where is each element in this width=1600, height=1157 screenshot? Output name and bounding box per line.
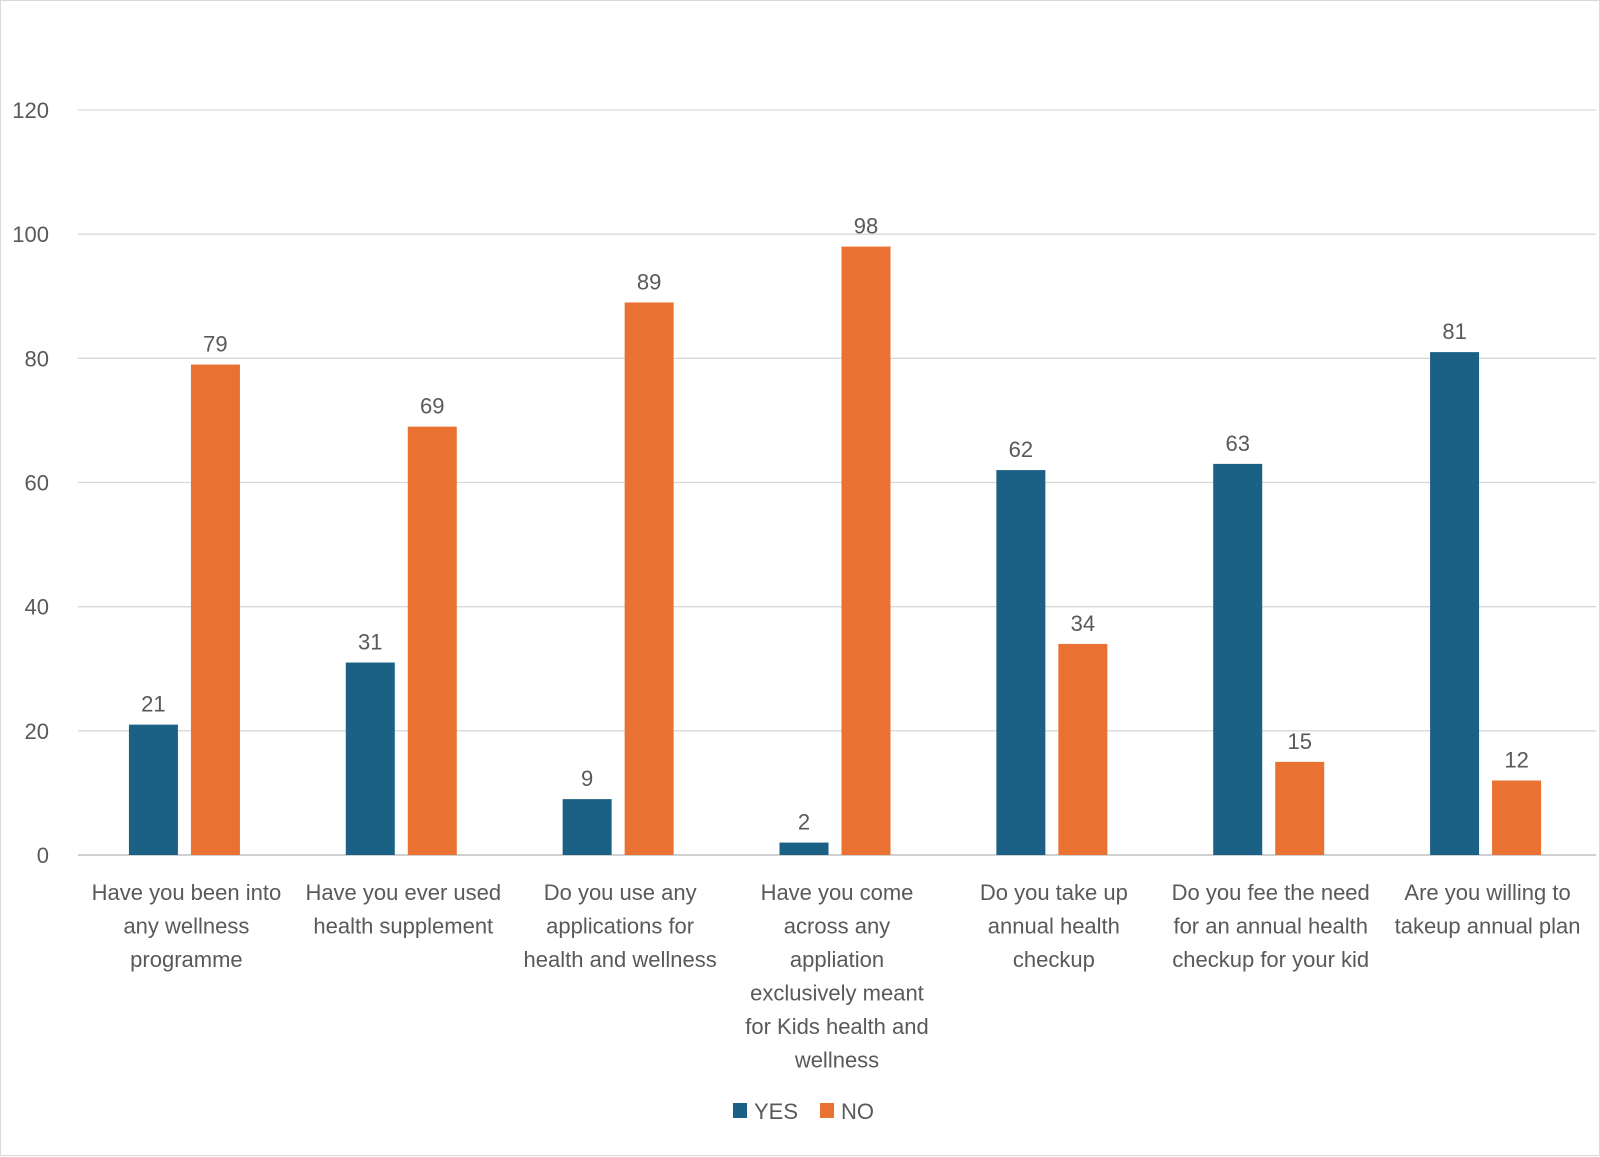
y-tick-label: 20	[25, 719, 49, 744]
bar-yes	[562, 799, 612, 855]
data-label: 81	[1442, 319, 1466, 344]
data-label: 31	[358, 630, 382, 655]
bar-yes	[128, 724, 178, 855]
bar-yes	[345, 662, 395, 855]
data-label: 15	[1287, 729, 1311, 754]
bar-no	[407, 426, 457, 855]
legend-label-no: NO	[841, 1099, 874, 1124]
data-label: 12	[1504, 748, 1528, 773]
bar-yes	[779, 842, 829, 855]
y-tick-label: 120	[12, 98, 49, 123]
data-label: 21	[141, 692, 165, 717]
data-label: 62	[1009, 437, 1033, 462]
bar-yes	[996, 470, 1046, 855]
bar-yes	[1213, 463, 1263, 855]
y-tick-label: 0	[37, 843, 49, 868]
data-label: 79	[203, 332, 227, 357]
data-label: 98	[854, 214, 878, 239]
x-tick-label: Have you come across any appliation exclusi…	[745, 880, 928, 1073]
x-tick-label: Are you willing to takeup annual plan	[1395, 880, 1581, 939]
data-label: 89	[637, 269, 661, 294]
data-label: 2	[798, 810, 810, 835]
bar-no	[841, 246, 891, 856]
x-tick-label: Do you take up annual health checkup	[980, 880, 1128, 972]
bar-no	[1275, 761, 1325, 855]
bar-yes	[1430, 352, 1480, 855]
y-tick-label: 80	[25, 346, 49, 371]
data-label: 34	[1071, 611, 1095, 636]
data-label: 63	[1225, 431, 1249, 456]
y-tick-label: 100	[12, 222, 49, 247]
bar-no	[624, 302, 674, 855]
y-tick-label: 40	[25, 595, 49, 620]
data-label: 69	[420, 394, 444, 419]
data-label: 9	[581, 766, 593, 791]
legend-label-yes: YES	[754, 1099, 798, 1124]
x-tick-label: Have you ever used health supplement	[305, 880, 501, 939]
x-tick-label: Have you been into any wellness programme	[92, 880, 282, 972]
y-tick-label: 60	[25, 471, 49, 496]
legend-swatch-no	[820, 1103, 835, 1118]
bar-no	[1492, 780, 1542, 855]
bar-no	[190, 364, 240, 855]
x-tick-label: Do you fee the need for an annual health c…	[1172, 880, 1370, 972]
x-tick-label: Do you use any applications for health and…	[524, 880, 717, 972]
bar-no	[1058, 643, 1108, 855]
legend-swatch-yes	[733, 1103, 747, 1118]
